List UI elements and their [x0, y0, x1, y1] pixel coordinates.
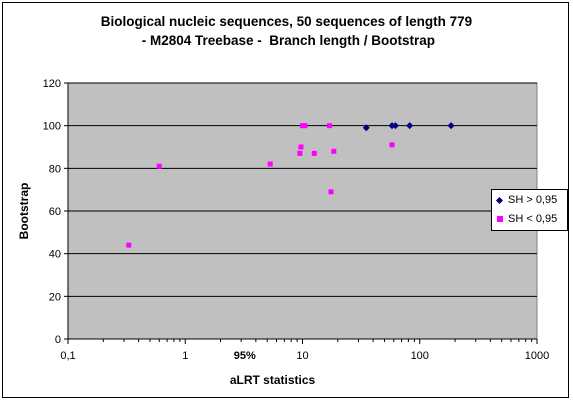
x-tick-label: 100	[411, 350, 429, 362]
data-point-square	[328, 189, 334, 195]
title-line-2: - M2804 Treebase - Branch length / Boots…	[137, 33, 436, 48]
y-tick-label: 20	[49, 291, 61, 303]
data-point-square	[302, 123, 308, 129]
legend-item-sh-low: SH < 0,95	[492, 210, 567, 229]
diamond-marker-icon	[495, 196, 504, 205]
data-point-diamond	[362, 124, 370, 132]
data-point-square	[297, 150, 303, 156]
y-tick-label: 80	[49, 163, 61, 175]
x-axis-title: aLRT statistics	[230, 373, 316, 387]
y-tick-label: 100	[43, 121, 61, 133]
data-point-square	[327, 123, 333, 129]
data-point-square	[298, 144, 304, 150]
y-tick-label: 40	[49, 249, 61, 261]
data-point-square	[126, 242, 132, 248]
x-tick-label: 0,1	[60, 350, 75, 362]
data-point-diamond	[391, 122, 399, 130]
y-tick-label: 0	[55, 334, 61, 346]
data-point-diamond	[447, 122, 455, 130]
data-point-diamond	[406, 122, 414, 130]
data-point-square	[331, 148, 337, 154]
data-point-square	[389, 142, 395, 148]
legend-label-sh-low: SH < 0,95	[508, 213, 558, 225]
chart-title: Biological nucleic sequences, 50 sequenc…	[0, 12, 573, 50]
y-tick-label: 120	[43, 78, 61, 90]
x-tick-label: 10	[296, 350, 308, 362]
legend-item-sh-high: SH > 0,95	[492, 191, 567, 210]
annotation-95-percent: 95%	[234, 350, 256, 362]
x-tick-label: 1000	[525, 350, 549, 362]
x-tick-label: 1	[182, 350, 188, 362]
legend: SH > 0,95 SH < 0,95	[491, 189, 568, 231]
data-point-square	[156, 163, 162, 169]
title-line-1: Biological nucleic sequences, 50 sequenc…	[100, 14, 473, 29]
y-tick-label: 60	[49, 206, 61, 218]
square-marker-icon	[497, 216, 503, 222]
data-point-square	[311, 150, 317, 156]
y-axis-title: Bootstrap	[17, 183, 31, 240]
legend-label-sh-high: SH > 0,95	[508, 194, 558, 206]
data-point-square	[267, 161, 273, 167]
